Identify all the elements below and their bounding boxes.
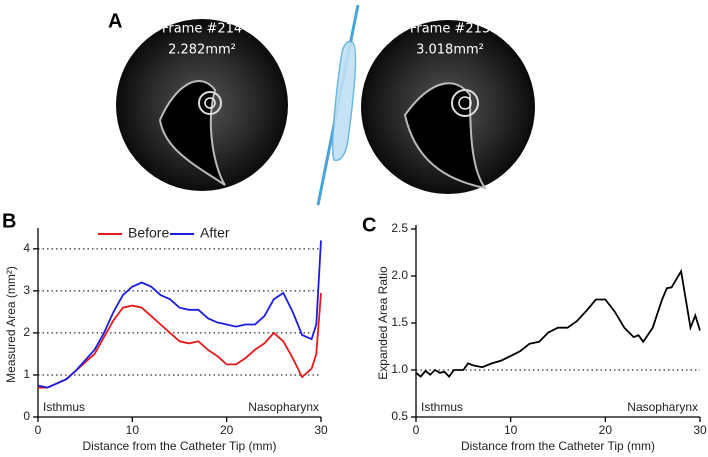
x-tick-label: 0: [35, 423, 42, 437]
x-axis-label: Distance from the Catheter Tip (mm): [461, 439, 655, 453]
x-axis-label: Distance from the Catheter Tip (mm): [82, 439, 276, 453]
x-tick-label: 20: [220, 423, 234, 437]
data-line: [415, 268, 701, 378]
area-label: 2.282mm²: [168, 43, 236, 58]
annotation: Isthmus: [421, 400, 463, 414]
y-tick-label: 1: [23, 367, 30, 381]
x-tick-label: 20: [599, 423, 613, 437]
legend-label: After: [200, 225, 230, 241]
y-tick-label: 0: [23, 409, 30, 423]
area-label: 3.018mm²: [416, 43, 484, 58]
x-tick-label: 0: [413, 423, 420, 437]
x-tick-label: 30: [693, 423, 707, 437]
x-tick-label: 10: [504, 423, 518, 437]
y-axis-label: Expanded Area Ratio: [376, 266, 390, 380]
annotation: Isthmus: [43, 400, 85, 414]
x-tick-label: 30: [314, 423, 328, 437]
y-tick-label: 3: [23, 283, 30, 297]
panel-label: C: [362, 214, 376, 236]
frame-label: Frame #213: [410, 22, 490, 37]
y-tick-label: 1.0: [391, 362, 408, 376]
axes: [37, 228, 321, 418]
annotation: Nasopharynx: [248, 400, 319, 414]
oct-image: [116, 19, 288, 191]
y-tick-label: 2.5: [391, 221, 408, 235]
y-tick-label: 2.0: [391, 268, 408, 282]
annotation: Nasopharynx: [627, 400, 698, 414]
frame-label: Frame #214: [162, 22, 242, 37]
oct-image: [361, 20, 535, 194]
panel-label: A: [108, 10, 122, 32]
axes: [415, 225, 700, 418]
x-tick-label: 10: [126, 423, 140, 437]
legend-label: Before: [128, 225, 169, 241]
balloon-catheter: [316, 4, 360, 206]
y-tick-label: 1.5: [391, 315, 408, 329]
y-tick-label: 4: [23, 241, 30, 255]
y-tick-label: 2: [23, 325, 30, 339]
panel-label: B: [2, 210, 16, 232]
y-tick-label: 0.5: [391, 409, 408, 423]
data-line: [37, 240, 322, 389]
data-line: [38, 292, 322, 389]
y-axis-label: Measured Area (mm²): [4, 266, 18, 383]
